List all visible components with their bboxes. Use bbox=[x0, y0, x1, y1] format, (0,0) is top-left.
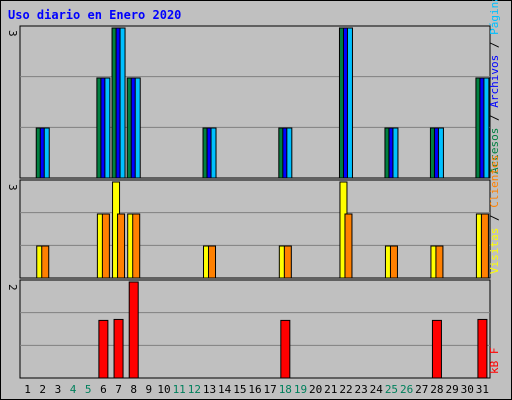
legend-item: Visitas bbox=[488, 228, 501, 274]
x-tick-label-4: 4 bbox=[70, 383, 77, 396]
x-tick-label-17: 17 bbox=[264, 383, 277, 396]
x-tick-label-14: 14 bbox=[218, 383, 232, 396]
x-tick-label-27: 27 bbox=[415, 383, 428, 396]
panel-legend: Accesos / Archivos / Páginas bbox=[488, 0, 501, 174]
legend-item: Archivos bbox=[488, 55, 501, 115]
x-tick-label-22: 22 bbox=[339, 383, 352, 396]
bar-p-ginas-day-7 bbox=[119, 27, 126, 179]
x-tick-label-23: 23 bbox=[355, 383, 368, 396]
bar-kb-f-day-8 bbox=[128, 281, 139, 379]
bar-clientes-day-2 bbox=[41, 245, 50, 279]
bar-kb-f-day-28 bbox=[431, 319, 442, 379]
chart-title: Uso diario en Enero 2020 bbox=[8, 8, 181, 22]
x-tick-label-31: 31 bbox=[476, 383, 489, 396]
x-tick-label-26: 26 bbox=[400, 383, 413, 396]
x-tick-label-20: 20 bbox=[309, 383, 322, 396]
chart-panel-1: 3 Accesos / Archivos / Páginas bbox=[6, 0, 501, 179]
bar-p-ginas-day-13 bbox=[210, 127, 217, 179]
bar-p-ginas-day-31 bbox=[483, 77, 490, 179]
chart-panel-2: 3 Visitas / Clientes bbox=[6, 155, 501, 279]
bar-kb-f-day-7 bbox=[113, 318, 124, 379]
x-tick-label-19: 19 bbox=[294, 383, 307, 396]
x-axis-labels: 1 2 3 4 5 6 7 8 9 10 11 12 13 14 15 16 17 18 19 20 21 22 23 24 2… bbox=[24, 383, 489, 396]
panel-legend: kB F bbox=[488, 348, 501, 375]
bar-kb-f-day-31 bbox=[477, 318, 488, 379]
legend-item: Clientes bbox=[488, 155, 501, 215]
panel-legend: Visitas / Clientes bbox=[488, 155, 501, 274]
x-tick-label-25: 25 bbox=[385, 383, 398, 396]
legend-item: kB F bbox=[488, 348, 501, 375]
bar-clientes-day-25 bbox=[389, 245, 398, 279]
plot-area bbox=[19, 279, 491, 379]
bar-p-ginas-day-2 bbox=[43, 127, 50, 179]
x-tick-label-10: 10 bbox=[157, 383, 170, 396]
legend-item: / bbox=[488, 214, 501, 227]
x-tick-label-28: 28 bbox=[430, 383, 443, 396]
bar-kb-f-day-18 bbox=[280, 319, 291, 379]
x-tick-label-8: 8 bbox=[130, 383, 137, 396]
y-max-label: 2 bbox=[6, 284, 19, 291]
bar-clientes-day-18 bbox=[283, 245, 292, 279]
bar-clientes-day-8 bbox=[132, 213, 141, 279]
plot-area bbox=[19, 179, 491, 279]
x-tick-label-15: 15 bbox=[233, 383, 246, 396]
x-tick-label-5: 5 bbox=[85, 383, 92, 396]
x-tick-label-9: 9 bbox=[146, 383, 153, 396]
x-tick-label-3: 3 bbox=[55, 383, 62, 396]
x-tick-label-30: 30 bbox=[461, 383, 474, 396]
x-tick-label-16: 16 bbox=[248, 383, 261, 396]
x-tick-label-21: 21 bbox=[324, 383, 337, 396]
x-tick-label-12: 12 bbox=[188, 383, 201, 396]
legend-item: / bbox=[488, 114, 501, 127]
bar-p-ginas-day-22 bbox=[346, 27, 353, 179]
legend-item: Páginas bbox=[488, 0, 501, 42]
bar-clientes-day-22 bbox=[344, 213, 353, 279]
legend-item: / bbox=[488, 42, 501, 55]
x-tick-label-7: 7 bbox=[115, 383, 122, 396]
x-tick-label-11: 11 bbox=[173, 383, 186, 396]
bar-clientes-day-28 bbox=[435, 245, 444, 279]
bar-p-ginas-day-28 bbox=[437, 127, 444, 179]
bar-kb-f-day-6 bbox=[98, 319, 109, 379]
x-tick-label-18: 18 bbox=[279, 383, 292, 396]
bar-p-ginas-day-8 bbox=[134, 77, 141, 179]
y-max-label: 3 bbox=[6, 184, 19, 191]
x-tick-label-29: 29 bbox=[445, 383, 458, 396]
chart-panel-3: 2 kB F bbox=[6, 279, 501, 379]
x-tick-label-6: 6 bbox=[100, 383, 107, 396]
bar-p-ginas-day-18 bbox=[286, 127, 293, 179]
y-max-label: 3 bbox=[6, 30, 19, 37]
x-tick-label-24: 24 bbox=[370, 383, 384, 396]
bar-p-ginas-day-6 bbox=[104, 77, 111, 179]
x-tick-label-1: 1 bbox=[24, 383, 31, 396]
bar-clientes-day-13 bbox=[208, 245, 217, 279]
x-tick-label-13: 13 bbox=[203, 383, 216, 396]
chart-panels: 3 Accesos / Archivos / Páginas 3 Visitas / … bbox=[6, 0, 501, 379]
bar-clientes-day-7 bbox=[117, 213, 126, 279]
x-tick-label-2: 2 bbox=[39, 383, 46, 396]
bar-clientes-day-31 bbox=[480, 213, 489, 279]
plot-area bbox=[19, 25, 491, 179]
bar-clientes-day-6 bbox=[101, 213, 110, 279]
bar-p-ginas-day-25 bbox=[392, 127, 399, 179]
legend-item: Accesos bbox=[488, 128, 501, 174]
